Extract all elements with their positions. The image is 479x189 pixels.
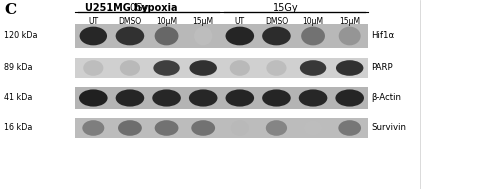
- Text: β-Actin: β-Actin: [371, 94, 401, 102]
- Ellipse shape: [82, 120, 104, 136]
- Text: 10μM: 10μM: [303, 17, 324, 26]
- Ellipse shape: [300, 60, 326, 76]
- Text: 120 kDa: 120 kDa: [4, 32, 37, 40]
- Ellipse shape: [83, 60, 103, 76]
- Text: PARP: PARP: [371, 64, 393, 73]
- Ellipse shape: [226, 27, 254, 45]
- Text: DMSO: DMSO: [265, 17, 288, 26]
- Ellipse shape: [115, 27, 144, 45]
- Ellipse shape: [155, 120, 179, 136]
- Text: U251MG hypoxia: U251MG hypoxia: [85, 3, 178, 13]
- Text: Survivin: Survivin: [371, 123, 406, 132]
- Text: 10μM: 10μM: [156, 17, 177, 26]
- Ellipse shape: [152, 89, 181, 107]
- Text: 0Gy: 0Gy: [130, 3, 149, 13]
- Ellipse shape: [189, 89, 217, 107]
- Ellipse shape: [115, 89, 144, 107]
- Text: 16 kDa: 16 kDa: [4, 123, 33, 132]
- Ellipse shape: [191, 120, 215, 136]
- Ellipse shape: [226, 89, 254, 107]
- Bar: [420, 0, 479, 189]
- Text: UT: UT: [88, 17, 98, 26]
- Bar: [75, 118, 368, 138]
- Ellipse shape: [120, 60, 140, 76]
- Text: 89 kDa: 89 kDa: [4, 64, 33, 73]
- Bar: [75, 58, 368, 78]
- Ellipse shape: [335, 89, 364, 107]
- Ellipse shape: [339, 27, 361, 45]
- Ellipse shape: [336, 60, 364, 76]
- Ellipse shape: [153, 60, 180, 76]
- Text: Hif1α: Hif1α: [371, 32, 394, 40]
- Text: UT: UT: [235, 17, 245, 26]
- Ellipse shape: [262, 89, 291, 107]
- Text: C: C: [4, 3, 16, 17]
- Text: D: D: [432, 3, 445, 17]
- Ellipse shape: [230, 60, 250, 76]
- Ellipse shape: [304, 120, 322, 136]
- Ellipse shape: [299, 89, 327, 107]
- Ellipse shape: [79, 89, 108, 107]
- Ellipse shape: [266, 60, 286, 76]
- Text: 15μM: 15μM: [193, 17, 214, 26]
- Ellipse shape: [301, 27, 325, 45]
- Ellipse shape: [155, 27, 179, 45]
- Ellipse shape: [118, 120, 142, 136]
- Bar: [75, 24, 368, 48]
- Text: 15μM: 15μM: [339, 17, 360, 26]
- Bar: [75, 87, 368, 109]
- Ellipse shape: [262, 27, 291, 45]
- Ellipse shape: [266, 120, 287, 136]
- Text: 15Gy: 15Gy: [273, 3, 299, 13]
- Text: DMSO: DMSO: [118, 17, 141, 26]
- Ellipse shape: [194, 27, 212, 45]
- Text: 41 kDa: 41 kDa: [4, 94, 33, 102]
- Ellipse shape: [80, 27, 107, 45]
- Ellipse shape: [338, 120, 361, 136]
- Ellipse shape: [231, 120, 249, 136]
- Ellipse shape: [190, 60, 217, 76]
